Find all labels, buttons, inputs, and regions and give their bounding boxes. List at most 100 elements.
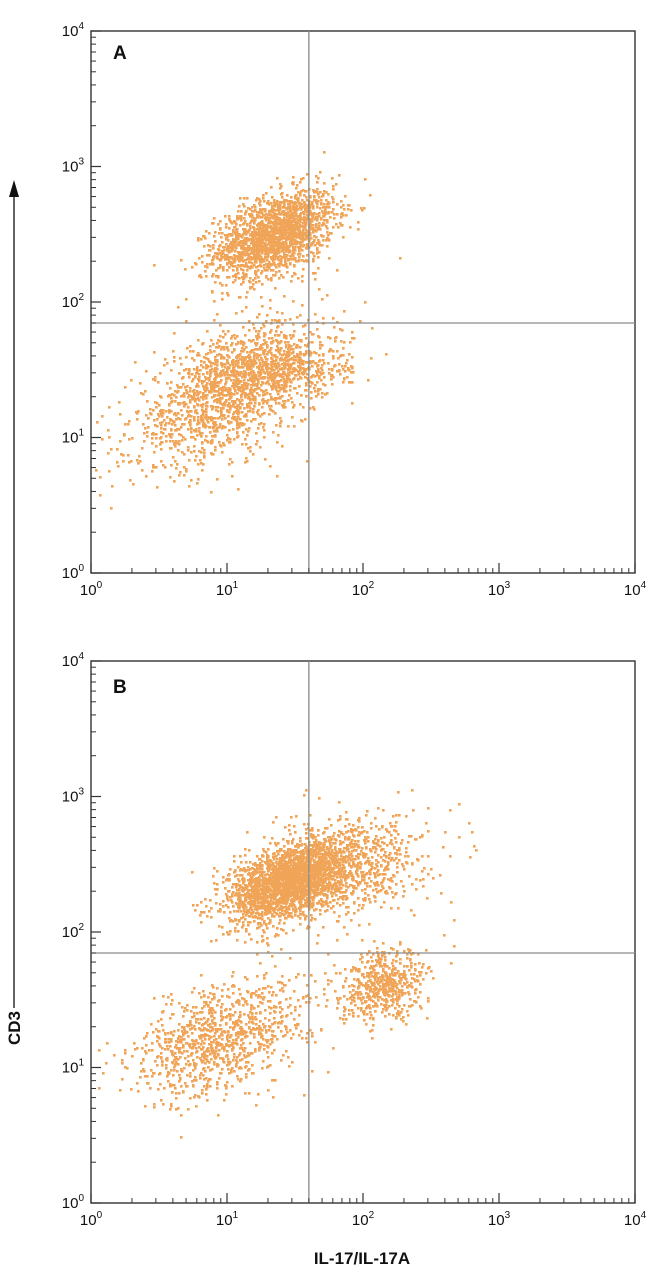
event-dot	[233, 220, 236, 223]
event-dot	[276, 475, 279, 478]
event-dot	[249, 377, 252, 380]
event-dot	[296, 221, 299, 224]
panel-label: A	[113, 43, 127, 64]
event-dot	[279, 201, 282, 204]
event-dot	[185, 320, 188, 323]
event-dot	[253, 327, 256, 330]
event-dot	[252, 252, 255, 255]
event-dot	[243, 415, 246, 418]
event-dot	[157, 381, 160, 384]
event-dot	[300, 190, 303, 193]
event-dot	[256, 897, 259, 900]
event-dot	[273, 204, 276, 207]
event-dot	[275, 271, 278, 274]
event-dot	[267, 865, 270, 868]
event-dot	[302, 231, 305, 234]
event-dot	[192, 904, 195, 907]
event-dot	[280, 260, 283, 263]
event-dot	[364, 301, 367, 304]
event-dot	[249, 379, 252, 382]
event-dot	[269, 842, 272, 845]
event-dot	[269, 465, 272, 468]
event-dot	[156, 486, 159, 489]
event-dot	[249, 410, 252, 413]
event-dot	[248, 213, 251, 216]
event-dot	[312, 374, 315, 377]
event-dot	[185, 368, 188, 371]
event-dot	[253, 229, 256, 232]
event-dot	[144, 427, 147, 430]
event-dot	[280, 420, 283, 423]
event-dot	[258, 394, 261, 397]
dot-plot-points	[98, 789, 478, 1139]
event-dot	[180, 259, 183, 262]
event-dot	[249, 227, 252, 230]
event-dot	[245, 457, 248, 460]
event-dot	[256, 316, 259, 319]
event-dot	[230, 264, 233, 267]
event-dot	[326, 221, 329, 224]
event-dot	[283, 204, 286, 207]
event-dot	[210, 381, 213, 384]
event-dot	[206, 266, 209, 269]
event-dot	[263, 400, 266, 403]
event-dot	[217, 339, 220, 342]
event-dot	[302, 268, 305, 271]
event-dot	[257, 216, 260, 219]
event-dot	[240, 217, 243, 220]
event-dot	[213, 235, 216, 238]
event-dot	[292, 348, 295, 351]
event-dot	[301, 280, 304, 283]
event-dot	[350, 209, 353, 212]
event-dot	[295, 849, 298, 852]
event-dot	[254, 418, 257, 421]
event-dot	[262, 394, 265, 397]
event-dot	[244, 212, 247, 215]
event-dot	[218, 441, 221, 444]
event-dot	[187, 449, 190, 452]
event-dot	[259, 362, 262, 365]
event-dot	[277, 231, 280, 234]
event-dot	[282, 376, 285, 379]
event-dot	[211, 259, 214, 262]
event-dot	[260, 244, 263, 247]
event-dot	[250, 361, 253, 364]
event-dot	[276, 326, 279, 329]
event-dot	[188, 414, 191, 417]
event-dot	[198, 376, 201, 379]
x-tick-label: 100	[80, 580, 103, 599]
event-dot	[246, 237, 249, 240]
event-dot	[240, 245, 243, 248]
event-dot	[332, 842, 335, 845]
event-dot	[223, 249, 226, 252]
event-dot	[201, 382, 204, 385]
event-dot	[279, 255, 282, 258]
event-dot	[266, 269, 269, 272]
event-dot	[205, 275, 208, 278]
event-dot	[240, 219, 243, 222]
event-dot	[258, 403, 261, 406]
event-dot	[246, 269, 249, 272]
event-dot	[210, 916, 213, 919]
event-dot	[297, 378, 300, 381]
event-dot	[243, 379, 246, 382]
event-dot	[320, 199, 323, 202]
event-dot	[325, 887, 328, 890]
event-dot	[230, 405, 233, 408]
event-dot	[269, 375, 272, 378]
event-dot	[258, 336, 261, 339]
event-dot	[138, 455, 141, 458]
event-dot	[205, 230, 208, 233]
event-dot	[242, 887, 245, 890]
event-dot	[278, 241, 281, 244]
event-dot	[299, 192, 302, 195]
event-dot	[348, 353, 351, 356]
event-dot	[300, 394, 303, 397]
event-dot	[251, 220, 254, 223]
event-dot	[270, 405, 273, 408]
event-dot	[260, 879, 263, 882]
event-dot	[269, 299, 272, 302]
event-dot	[258, 231, 261, 234]
event-dot	[217, 276, 220, 279]
event-dot	[292, 181, 295, 184]
